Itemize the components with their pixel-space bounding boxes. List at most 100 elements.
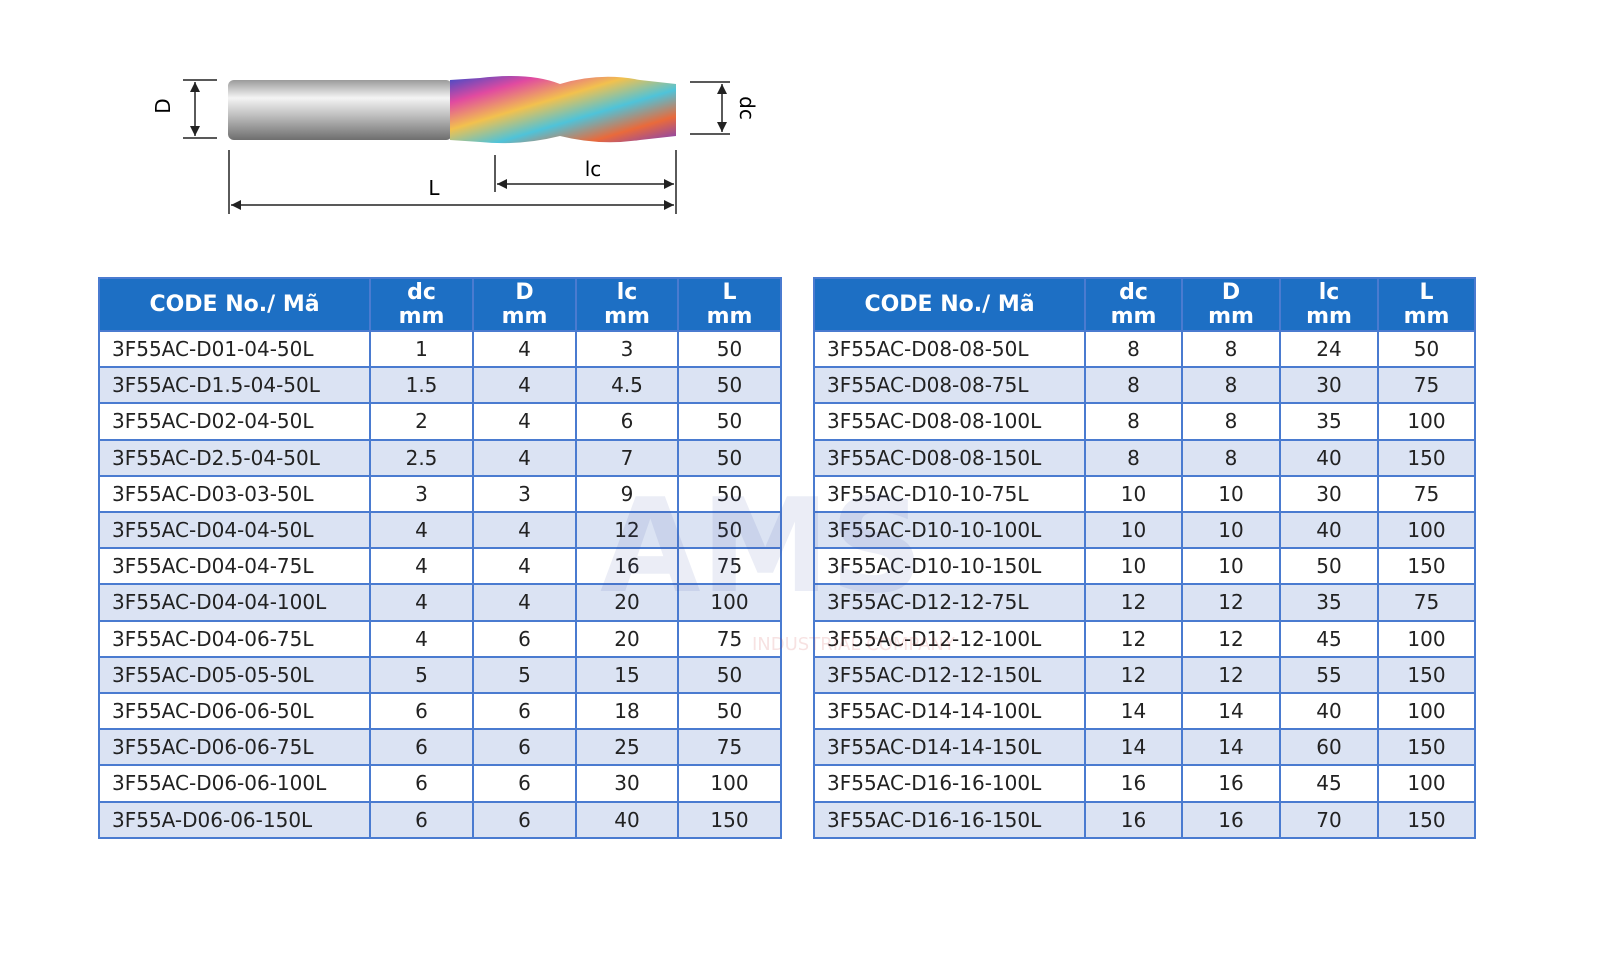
value-cell: 75 [1379, 476, 1476, 513]
value-cell: 4.5 [577, 368, 679, 405]
code-cell: 3F55AC-D12-12-150L [815, 657, 1086, 694]
value-cell: 10 [1183, 476, 1281, 513]
value-cell: 9 [577, 476, 679, 513]
value-cell: 6 [371, 730, 474, 767]
header-text: dc [1119, 279, 1148, 305]
value-cell: 40 [1281, 513, 1379, 550]
value-cell: 4 [474, 368, 577, 405]
value-cell: 6 [371, 766, 474, 803]
code-cell: 3F55AC-D05-05-50L [100, 657, 371, 694]
header-text: CODE No./ Mã [864, 291, 1035, 317]
value-cell: 75 [679, 549, 782, 586]
value-cell: 10 [1183, 549, 1281, 586]
value-cell: 10 [1086, 549, 1183, 586]
value-cell: 12 [1086, 657, 1183, 694]
code-cell: 3F55AC-D12-12-100L [815, 621, 1086, 658]
watermark-title: AMS [600, 470, 924, 622]
header-text: L [1419, 279, 1434, 305]
value-cell: 16 [1086, 766, 1183, 803]
header-text: mm [1403, 303, 1450, 329]
value-cell: 6 [474, 802, 577, 839]
value-cell: 3 [474, 476, 577, 513]
header-text: L [722, 279, 737, 305]
value-cell: 4 [474, 549, 577, 586]
table-frame [98, 277, 782, 839]
header-text: mm [1208, 303, 1254, 329]
diagram-label: dc [735, 96, 759, 120]
value-cell: 100 [1379, 404, 1476, 441]
value-cell: 10 [1086, 513, 1183, 550]
value-cell: 5 [474, 657, 577, 694]
value-cell: 14 [1086, 694, 1183, 731]
value-cell: 6 [577, 404, 679, 441]
value-cell: 24 [1281, 332, 1379, 369]
value-cell: 100 [1379, 621, 1476, 658]
table-frame [813, 277, 1476, 839]
header-cell: lc mm [577, 279, 679, 332]
value-cell: 150 [1379, 730, 1476, 767]
value-cell: 16 [1086, 802, 1183, 839]
value-cell: 7 [577, 440, 679, 477]
header-cell: lc mm [1281, 279, 1379, 332]
code-cell: 3F55AC-D10-10-100L [815, 513, 1086, 550]
value-cell: 3 [577, 332, 679, 369]
value-cell: 50 [679, 440, 782, 477]
value-cell: 4 [371, 513, 474, 550]
header-cell: CODE No./ Mã [100, 279, 371, 332]
value-cell: 8 [1086, 368, 1183, 405]
code-cell: 3F55AC-D06-06-50L [100, 694, 371, 731]
value-cell: 6 [371, 802, 474, 839]
header-text: D [515, 279, 534, 305]
value-cell: 18 [577, 694, 679, 731]
value-cell: 2.5 [371, 440, 474, 477]
value-cell: 40 [1281, 440, 1379, 477]
value-cell: 3 [371, 476, 474, 513]
value-cell: 12 [1183, 621, 1281, 658]
code-cell: 3F55AC-D04-04-50L [100, 513, 371, 550]
code-cell: 3F55AC-D1.5-04-50L [100, 368, 371, 405]
value-cell: 20 [577, 585, 679, 622]
value-cell: 100 [679, 585, 782, 622]
value-cell: 8 [1183, 440, 1281, 477]
code-cell: 3F55AC-D2.5-04-50L [100, 440, 371, 477]
diagram-label: lc [585, 157, 602, 181]
value-cell: 6 [474, 694, 577, 731]
header-text: mm [501, 303, 548, 329]
code-cell: 3F55AC-D06-06-100L [100, 766, 371, 803]
value-cell: 4 [474, 585, 577, 622]
value-cell: 8 [1086, 404, 1183, 441]
header-text: mm [706, 303, 753, 329]
value-cell: 45 [1281, 621, 1379, 658]
value-cell: 40 [1281, 694, 1379, 731]
code-cell: 3F55AC-D08-08-150L [815, 440, 1086, 477]
value-cell: 100 [1379, 694, 1476, 731]
code-cell: 3F55AC-D04-04-75L [100, 549, 371, 586]
value-cell: 20 [577, 621, 679, 658]
value-cell: 100 [1379, 766, 1476, 803]
value-cell: 16 [1183, 802, 1281, 839]
value-cell: 12 [1086, 585, 1183, 622]
value-cell: 75 [679, 621, 782, 658]
value-cell: 12 [1183, 585, 1281, 622]
value-cell: 15 [577, 657, 679, 694]
value-cell: 100 [679, 766, 782, 803]
header-text: lc [1318, 279, 1340, 305]
value-cell: 12 [1183, 657, 1281, 694]
value-cell: 150 [1379, 440, 1476, 477]
value-cell: 50 [1281, 549, 1379, 586]
value-cell: 35 [1281, 404, 1379, 441]
value-cell: 100 [1379, 513, 1476, 550]
header-text: mm [1306, 303, 1352, 329]
code-cell: 3F55AC-D02-04-50L [100, 404, 371, 441]
value-cell: 60 [1281, 730, 1379, 767]
value-cell: 16 [1183, 766, 1281, 803]
value-cell: 50 [679, 513, 782, 550]
value-cell: 150 [679, 802, 782, 839]
tool-shank [228, 80, 452, 140]
value-cell: 30 [1281, 368, 1379, 405]
value-cell: 1 [371, 332, 474, 369]
code-cell: 3F55AC-D03-03-50L [100, 476, 371, 513]
